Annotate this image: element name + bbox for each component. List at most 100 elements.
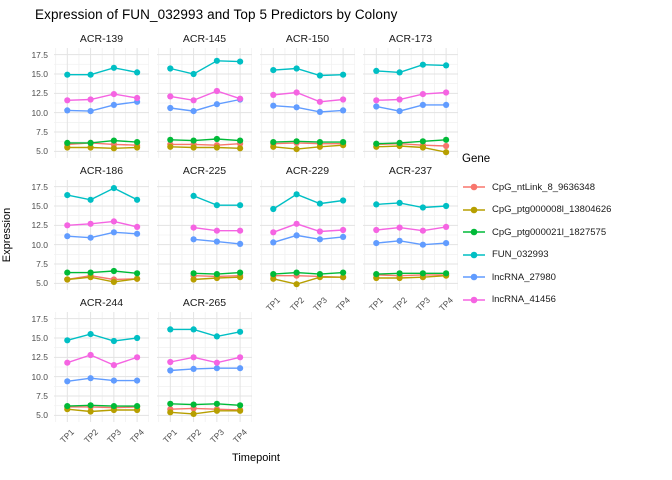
legend-key-icon	[463, 183, 485, 191]
data-point-CpG_ptg000008l_13804626	[213, 144, 220, 151]
y-tick-label: 12.5	[31, 88, 48, 99]
data-point-CpG_ptg000008l_13804626	[213, 407, 220, 414]
y-tick-label: 7.5	[36, 391, 48, 402]
data-point-CpG_ptg000008l_13804626	[167, 143, 174, 150]
data-point-lncRNA_27980	[87, 375, 94, 382]
data-point-CpG_ptg000008l_13804626	[396, 274, 403, 282]
data-point-lncRNA_41456	[340, 226, 347, 234]
data-point-CpG_ptg000008l_13804626	[64, 144, 71, 151]
data-point-CpG_ptg000021l_1827575	[340, 139, 347, 146]
data-point-CpG_ptg000021l_1827575	[190, 401, 197, 408]
series-line-CpG_ptg000021l_1827575	[273, 271, 344, 275]
data-point-FUN_032993	[87, 71, 94, 78]
data-point-FUN_032993	[110, 185, 117, 192]
facet-title-ACR-265: ACR-265	[182, 297, 227, 309]
data-point-lncRNA_41456	[87, 351, 94, 359]
data-point-lncRNA_27980	[373, 103, 380, 110]
series-line-lncRNA_41456	[376, 91, 447, 101]
facet-title-ACR-150: ACR-150	[285, 33, 330, 45]
data-point-CpG_ptg000021l_1827575	[293, 138, 300, 145]
data-point-CpG_ptg000021l_1827575	[64, 139, 71, 146]
data-point-lncRNA_41456	[87, 220, 94, 227]
legend-label: CpG_ntLink_8_9636348	[492, 181, 596, 193]
facet-title-ACR-139: ACR-139	[79, 33, 124, 45]
facet-title-ACR-173: ACR-173	[388, 33, 433, 45]
legend-item-CpG_ntLink_8_9636348: CpG_ntLink_8_9636348	[462, 176, 670, 199]
data-point-FUN_032993	[213, 202, 220, 209]
data-point-CpG_ptg000021l_1827575	[167, 136, 174, 143]
data-point-CpG_ptg000008l_13804626	[419, 144, 426, 151]
data-point-lncRNA_27980	[443, 240, 450, 247]
series-line-FUN_032993	[67, 187, 138, 201]
data-point-lncRNA_41456	[270, 229, 277, 236]
data-point-lncRNA_27980	[340, 233, 347, 240]
y-tick-label: 10.0	[31, 239, 48, 250]
legend-item-CpG_ptg000008l_13804626: CpG_ptg000008l_13804626	[462, 199, 670, 222]
data-point-lncRNA_41456	[373, 97, 380, 104]
series-line-FUN_032993	[376, 202, 447, 209]
facet-panel-ACR-150	[260, 48, 356, 163]
series-line-lncRNA_27980	[67, 101, 138, 112]
data-point-lncRNA_41456	[167, 358, 174, 366]
data-point-CpG_ptg000021l_1827575	[270, 271, 277, 278]
data-point-lncRNA_41456	[87, 96, 94, 103]
series-line-lncRNA_41456	[376, 226, 447, 232]
data-point-CpG_ptg000021l_1827575	[396, 139, 403, 146]
data-point-CpG_ptg000008l_13804626	[190, 276, 197, 283]
y-tick-label: 15.0	[31, 68, 48, 79]
data-point-FUN_032993	[237, 328, 244, 335]
data-point-lncRNA_27980	[64, 378, 71, 385]
data-point-lncRNA_41456	[443, 223, 450, 230]
data-point-lncRNA_41456	[396, 96, 403, 103]
data-point-lncRNA_41456	[110, 91, 117, 98]
data-point-lncRNA_27980	[396, 237, 403, 244]
data-point-CpG_ptg000021l_1827575	[237, 137, 244, 144]
data-point-FUN_032993	[293, 191, 300, 198]
facet-title-ACR-225: ACR-225	[182, 165, 227, 177]
facet-panel-ACR-173	[363, 48, 459, 163]
data-point-lncRNA_27980	[64, 233, 71, 240]
data-point-lncRNA_41456	[213, 87, 220, 95]
series-line-CpG_ptg000008l_13804626	[376, 275, 447, 279]
data-point-lncRNA_27980	[419, 101, 426, 108]
data-point-FUN_032993	[443, 202, 450, 210]
series-line-lncRNA_27980	[273, 105, 344, 113]
series-line-CpG_ptg000021l_1827575	[67, 270, 138, 274]
data-point-FUN_032993	[270, 67, 277, 74]
data-point-CpG_ptg000021l_1827575	[87, 402, 94, 409]
series-line-CpG_ntLink_8_9636348	[170, 407, 241, 411]
data-point-lncRNA_27980	[237, 365, 244, 372]
y-tick-label: 5.0	[36, 146, 48, 157]
data-point-lncRNA_27980	[87, 108, 94, 115]
series-line-lncRNA_27980	[273, 234, 344, 244]
legend-label: lncRNA_41456	[492, 294, 556, 306]
legend-label: lncRNA_27980	[492, 271, 556, 283]
data-point-lncRNA_41456	[237, 227, 244, 234]
data-point-FUN_032993	[270, 205, 277, 213]
data-point-lncRNA_41456	[213, 227, 220, 234]
facet-panel-ACR-145	[157, 48, 253, 163]
data-point-CpG_ptg000008l_13804626	[190, 144, 197, 151]
y-axis-title: Expression	[1, 207, 13, 263]
facet-panel-ACR-225	[157, 180, 253, 295]
series-line-CpG_ptg000008l_13804626	[273, 276, 344, 285]
data-point-CpG_ptg000008l_13804626	[87, 274, 94, 281]
data-point-CpG_ptg000021l_1827575	[443, 270, 450, 277]
data-point-CpG_ptg000021l_1827575	[134, 139, 141, 146]
data-point-FUN_032993	[419, 204, 426, 211]
y-tick-label: 7.5	[36, 259, 48, 270]
data-point-lncRNA_27980	[167, 367, 174, 374]
data-point-CpG_ptg000008l_13804626	[316, 143, 323, 150]
data-point-CpG_ptg000008l_13804626	[167, 409, 174, 416]
x-tick-label: TP2	[390, 295, 409, 314]
data-point-FUN_032993	[134, 69, 141, 76]
data-point-CpG_ptg000021l_1827575	[110, 267, 117, 275]
data-point-lncRNA_27980	[190, 365, 197, 372]
data-point-lncRNA_27980	[64, 107, 71, 114]
facet-title-ACR-244: ACR-244	[79, 297, 124, 309]
x-tick-label: TP4	[231, 427, 250, 446]
series-line-lncRNA_41456	[170, 356, 241, 364]
data-point-lncRNA_27980	[110, 377, 117, 384]
legend: Gene CpG_ntLink_8_9636348 CpG_ptg000008l_…	[462, 153, 670, 311]
legend-item-CpG_ptg000021l_1827575: CpG_ptg000021l_1827575	[462, 221, 670, 244]
